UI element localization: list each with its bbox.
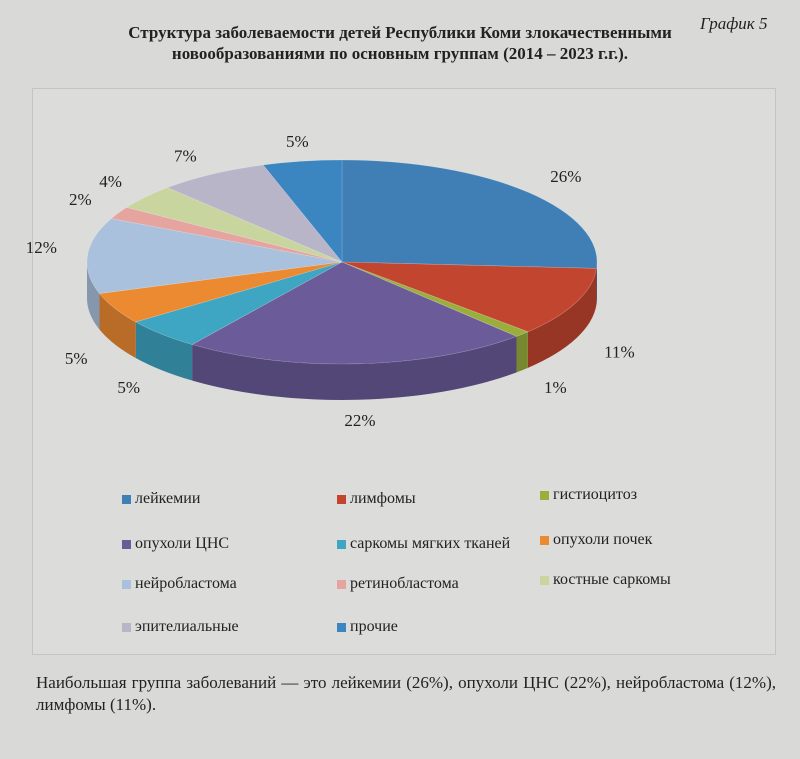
legend-swatch bbox=[540, 575, 549, 585]
legend-label: лимфомы bbox=[350, 490, 416, 507]
legend-item: лейкемии bbox=[122, 490, 200, 508]
pie-slice bbox=[341, 159, 598, 269]
pie-slice bbox=[98, 261, 343, 323]
legend-label: нейробластома bbox=[135, 575, 237, 592]
legend-label: лейкемии bbox=[135, 490, 201, 507]
legend-label: прочие bbox=[350, 618, 398, 635]
pie-slice bbox=[86, 218, 343, 294]
pie-slice bbox=[191, 261, 518, 365]
legend-label: опухоли ЦНС bbox=[135, 535, 230, 552]
legend-swatch bbox=[540, 535, 549, 545]
legend-item: эпителиальные bbox=[122, 618, 239, 636]
pie-slice bbox=[110, 207, 343, 263]
chart-title: Структура заболеваемости детей Республик… bbox=[128, 23, 672, 63]
pie-slice bbox=[134, 261, 343, 345]
pie-side-3 bbox=[192, 336, 517, 401]
legend-item: ретинобластома bbox=[337, 575, 459, 593]
pie-side-5 bbox=[99, 293, 136, 358]
legend-label: саркомы мягких тканей bbox=[350, 535, 511, 552]
pie-side-0 bbox=[596, 262, 597, 305]
legend-label: эпителиальные bbox=[135, 618, 239, 635]
pie-slice bbox=[341, 261, 597, 333]
legend-item: саркомы мягких тканей bbox=[337, 535, 510, 553]
pie-side-1 bbox=[527, 268, 597, 368]
legend-item: опухоли ЦНС bbox=[122, 535, 229, 553]
legend-item: нейробластома bbox=[122, 575, 237, 593]
legend-swatch bbox=[122, 539, 131, 549]
pie-side-2 bbox=[516, 331, 528, 373]
legend-label: опухоли почек bbox=[553, 531, 653, 548]
data-label: 26% bbox=[550, 167, 581, 186]
legend-swatch bbox=[122, 622, 131, 632]
graph-number: График 5 bbox=[700, 14, 768, 33]
legend-item: гистиоцитоз bbox=[540, 486, 637, 504]
data-label: 1% bbox=[544, 378, 567, 397]
pie-slice bbox=[125, 187, 343, 263]
pie-slice bbox=[166, 164, 343, 263]
data-label: 22% bbox=[344, 411, 375, 430]
note-text: Наибольшая группа заболеваний — это лейк… bbox=[36, 673, 776, 714]
legend-swatch bbox=[337, 622, 346, 632]
legend-swatch bbox=[540, 490, 549, 500]
pie-side-6 bbox=[87, 262, 100, 330]
legend-item: лимфомы bbox=[337, 490, 416, 508]
legend-swatch bbox=[337, 539, 346, 549]
data-label: 2% bbox=[69, 190, 92, 209]
legend-swatch bbox=[122, 494, 131, 504]
pie-slice bbox=[341, 261, 529, 337]
legend-item: костные саркомы bbox=[540, 571, 671, 589]
legend-item: опухоли почек bbox=[540, 531, 652, 549]
data-label: 7% bbox=[174, 147, 197, 166]
legend-swatch bbox=[337, 579, 346, 589]
data-label: 5% bbox=[65, 349, 88, 368]
legend-swatch bbox=[337, 494, 346, 504]
data-label: 11% bbox=[604, 342, 635, 361]
legend-label: костные саркомы bbox=[553, 571, 671, 588]
data-label: 12% bbox=[26, 238, 57, 257]
legend-item: прочие bbox=[337, 618, 398, 636]
data-label: 5% bbox=[286, 132, 309, 151]
legend-label: гистиоцитоз bbox=[553, 486, 638, 503]
legend-swatch bbox=[122, 579, 131, 589]
data-label: 5% bbox=[117, 378, 140, 397]
data-label: 4% bbox=[99, 172, 122, 191]
pie-side-4 bbox=[135, 321, 193, 381]
pie-slice bbox=[262, 159, 343, 263]
legend-label: ретинобластома bbox=[350, 575, 459, 592]
